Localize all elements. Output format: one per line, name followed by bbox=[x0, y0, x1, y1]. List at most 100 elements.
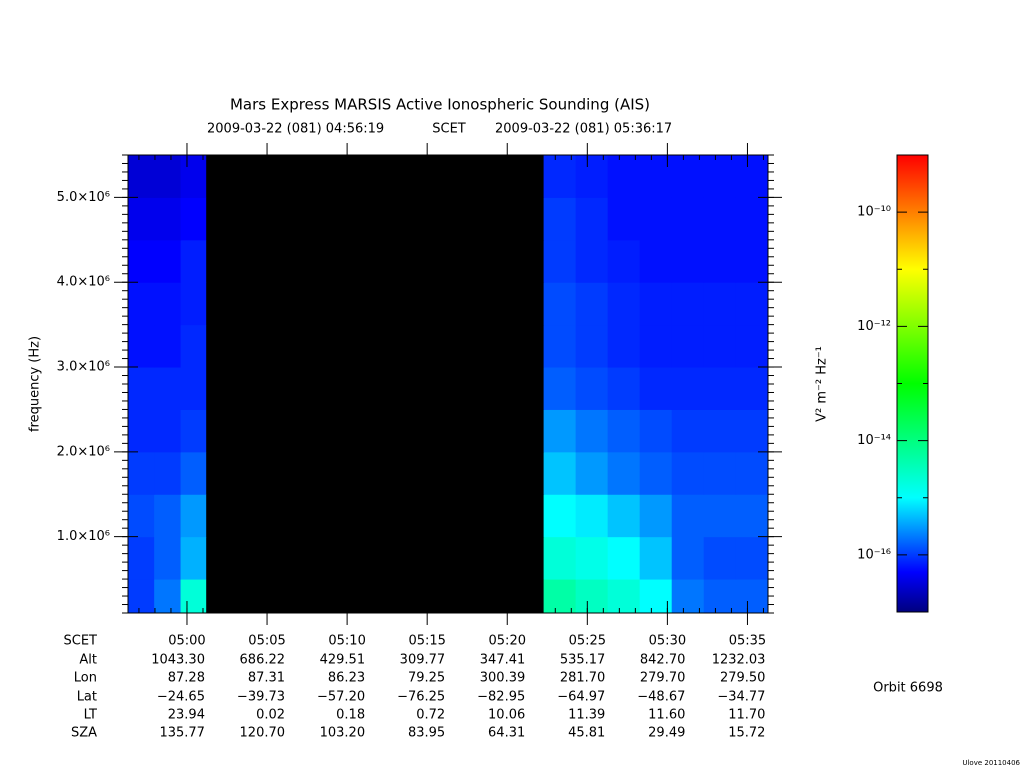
spectrogram-cell bbox=[180, 197, 207, 241]
ephemeris-value: 1232.03 bbox=[712, 653, 766, 668]
spectrogram-cell bbox=[154, 579, 182, 614]
ephemeris-value: 23.94 bbox=[168, 708, 205, 723]
spectrogram-cell bbox=[575, 197, 609, 241]
spectrogram-cell bbox=[128, 494, 155, 538]
spectrogram-cell bbox=[154, 155, 182, 198]
ephemeris-value: −24.65 bbox=[157, 690, 205, 705]
spectrogram-cell bbox=[607, 197, 641, 241]
spectrogram-cell bbox=[206, 282, 545, 326]
y-tick-label: 3.0×10⁶ bbox=[57, 360, 110, 375]
spectrogram-cell bbox=[543, 282, 577, 326]
spectrogram-cell bbox=[180, 409, 207, 453]
ephemeris-value: 281.70 bbox=[560, 671, 606, 686]
y-tick-label: 1.0×10⁶ bbox=[57, 529, 110, 544]
footer: Ulove 20110406 bbox=[962, 759, 1020, 767]
spectrogram-cell bbox=[180, 282, 207, 326]
spectrogram-cell bbox=[735, 536, 769, 580]
spectrogram-cell bbox=[543, 239, 577, 283]
ephemeris-value: −48.67 bbox=[637, 690, 685, 705]
ephemeris-value: 535.17 bbox=[560, 653, 606, 668]
spectrogram-cell bbox=[575, 579, 609, 614]
spectrogram-cell bbox=[671, 451, 705, 495]
x-tick-label: 05:15 bbox=[408, 634, 445, 649]
spectrogram-cell bbox=[128, 324, 155, 368]
spectrogram-cell bbox=[154, 367, 182, 410]
ephemeris-value: 103.20 bbox=[320, 726, 366, 741]
colorbar bbox=[896, 154, 929, 613]
ephemeris-value: −39.73 bbox=[237, 690, 285, 705]
spectrogram-cell bbox=[607, 494, 641, 538]
spectrogram-cell bbox=[128, 155, 155, 198]
spectrogram-cell bbox=[607, 367, 641, 410]
spectrogram-cell bbox=[206, 324, 545, 368]
spectrogram-cell bbox=[180, 155, 207, 198]
spectrogram-cell bbox=[575, 451, 609, 495]
spectrogram-cell bbox=[180, 367, 207, 410]
ephemeris-value: 842.70 bbox=[640, 653, 686, 668]
subtitle-start: 2009-03-22 (081) 04:56:19 bbox=[207, 122, 384, 137]
ephemeris-value: −76.25 bbox=[397, 690, 445, 705]
spectrogram-cell bbox=[128, 282, 155, 326]
spectrogram-cell bbox=[543, 367, 577, 410]
spectrogram-cell bbox=[639, 197, 673, 241]
spectrogram-cell bbox=[180, 579, 207, 614]
spectrogram-cell bbox=[703, 536, 737, 580]
spectrogram-cell bbox=[575, 282, 609, 326]
ephemeris-value: −64.97 bbox=[557, 690, 605, 705]
spectrogram-cell bbox=[128, 579, 155, 614]
spectrogram-cell bbox=[671, 409, 705, 453]
spectrogram-cell bbox=[206, 536, 545, 580]
spectrogram-cell bbox=[206, 367, 545, 410]
spectrogram-cell bbox=[639, 155, 673, 198]
spectrogram-cell bbox=[607, 282, 641, 326]
spectrogram-cell bbox=[735, 367, 769, 410]
spectrogram-cell bbox=[128, 197, 155, 241]
spectrogram-cell bbox=[543, 451, 577, 495]
spectrogram-cell bbox=[206, 155, 545, 198]
ephemeris-value: 0.72 bbox=[416, 708, 445, 723]
spectrogram-cell bbox=[206, 197, 545, 241]
spectrogram-cell bbox=[671, 536, 705, 580]
ephemeris-value: −34.77 bbox=[717, 690, 765, 705]
spectrogram-cell bbox=[575, 536, 609, 580]
ephemeris-row-label: LT bbox=[84, 708, 97, 723]
spectrogram-cell bbox=[575, 155, 609, 198]
spectrogram-cell bbox=[735, 409, 769, 453]
spectrogram-cell bbox=[543, 494, 577, 538]
spectrogram-cell bbox=[180, 324, 207, 368]
x-tick-label: 05:05 bbox=[248, 634, 285, 649]
y-tick-label: 4.0×10⁶ bbox=[57, 275, 110, 290]
x-tick-label: 05:35 bbox=[729, 634, 766, 649]
spectrogram-cell bbox=[154, 324, 182, 368]
spectrogram-cell bbox=[703, 494, 737, 538]
spectrogram-cell bbox=[671, 579, 705, 614]
ephemeris-value: 86.23 bbox=[328, 671, 365, 686]
spectrogram-cell bbox=[206, 579, 545, 614]
spectrogram-cell bbox=[128, 367, 155, 410]
spectrogram-cell bbox=[639, 282, 673, 326]
ephemeris-value: 87.31 bbox=[248, 671, 285, 686]
spectrogram-cell bbox=[154, 536, 182, 580]
ephemeris-value: 0.02 bbox=[256, 708, 285, 723]
ephemeris-value: 11.39 bbox=[568, 708, 605, 723]
ephemeris-value: 64.31 bbox=[488, 726, 525, 741]
ephemeris-value: 79.25 bbox=[408, 671, 445, 686]
spectrogram-cell bbox=[607, 579, 641, 614]
spectrogram-cell bbox=[543, 579, 577, 614]
spectrogram-cell bbox=[607, 155, 641, 198]
spectrogram-cell bbox=[703, 324, 737, 368]
ephemeris-value: 11.70 bbox=[728, 708, 765, 723]
ephemeris-value: 429.51 bbox=[320, 653, 366, 668]
ephemeris-value: 1043.30 bbox=[151, 653, 205, 668]
spectrogram-cell bbox=[128, 451, 155, 495]
spectrogram-cell bbox=[575, 367, 609, 410]
ephemeris-value: 686.22 bbox=[240, 653, 286, 668]
spectrogram-cell bbox=[735, 239, 769, 283]
spectrogram-cell bbox=[671, 155, 705, 198]
ephemeris-value: 135.77 bbox=[159, 726, 205, 741]
spectrogram-cell bbox=[703, 282, 737, 326]
x-tick-label: 05:25 bbox=[569, 634, 606, 649]
spectrogram-cell bbox=[180, 494, 207, 538]
spectrogram-cell bbox=[180, 451, 207, 495]
